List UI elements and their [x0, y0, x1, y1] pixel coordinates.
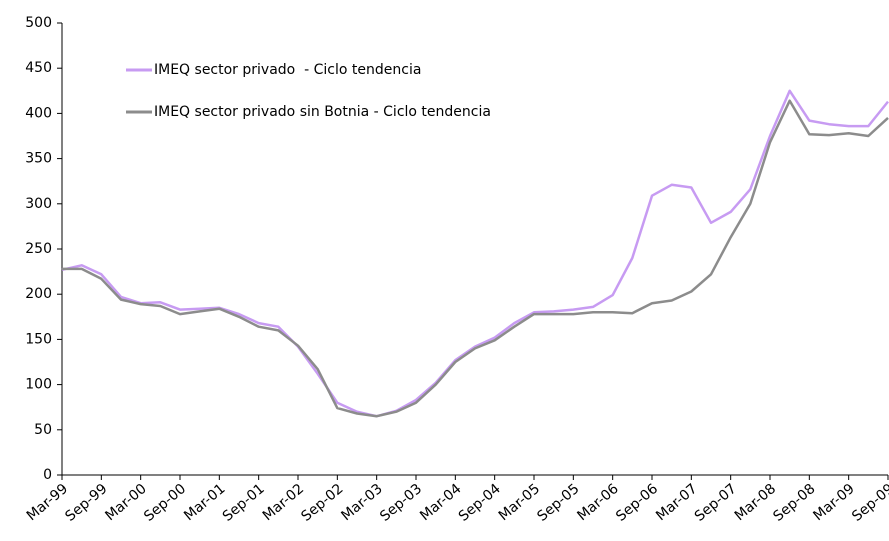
y-tick-label: 500: [25, 15, 52, 31]
x-tick-label: Sep-01: [220, 481, 268, 525]
x-tick-label: Sep-05: [534, 481, 582, 525]
x-tick-label: Mar-09: [810, 481, 857, 524]
y-tick-label: 450: [25, 60, 52, 76]
x-tick-label: Mar-06: [574, 481, 621, 524]
series-line: [62, 99, 889, 418]
x-tick-label: Mar-02: [260, 481, 307, 524]
y-tick-label: 100: [25, 377, 52, 393]
y-tick-label: 150: [25, 331, 52, 347]
legend-label: IMEQ sector privado sin Botnia - Ciclo t…: [154, 104, 491, 120]
x-tick-label: Mar-99: [24, 481, 71, 524]
y-tick-label: 0: [43, 467, 52, 483]
x-tick-label: Mar-08: [732, 481, 779, 524]
x-tick-label: Mar-05: [496, 481, 543, 524]
x-tick-label: Mar-07: [653, 481, 700, 524]
x-tick-label: Mar-01: [181, 481, 228, 524]
y-tick-label: 50: [34, 422, 52, 438]
y-tick-label: 350: [25, 151, 52, 167]
x-tick-label: Sep-07: [692, 481, 740, 525]
y-tick-label: 400: [25, 105, 52, 121]
y-tick-label: 200: [25, 286, 52, 302]
x-tick-label: Sep-04: [456, 481, 504, 525]
y-tick-label: 250: [25, 241, 52, 257]
series-line: [61, 89, 889, 418]
x-tick-label: Sep-02: [298, 481, 346, 525]
x-tick-label: Sep-09: [849, 481, 889, 525]
x-tick-label: Mar-03: [338, 481, 385, 524]
x-tick-label: Mar-00: [102, 481, 149, 524]
x-tick-label: Sep-06: [613, 481, 661, 525]
x-tick-label: Sep-08: [770, 481, 818, 525]
x-tick-label: Mar-04: [417, 481, 464, 524]
x-tick-label: Sep-99: [62, 481, 110, 525]
x-tick-label: Sep-00: [141, 481, 189, 525]
legend-label: IMEQ sector privado - Ciclo tendencia: [154, 62, 421, 78]
x-tick-label: Sep-03: [377, 481, 425, 525]
y-tick-label: 300: [25, 196, 52, 212]
